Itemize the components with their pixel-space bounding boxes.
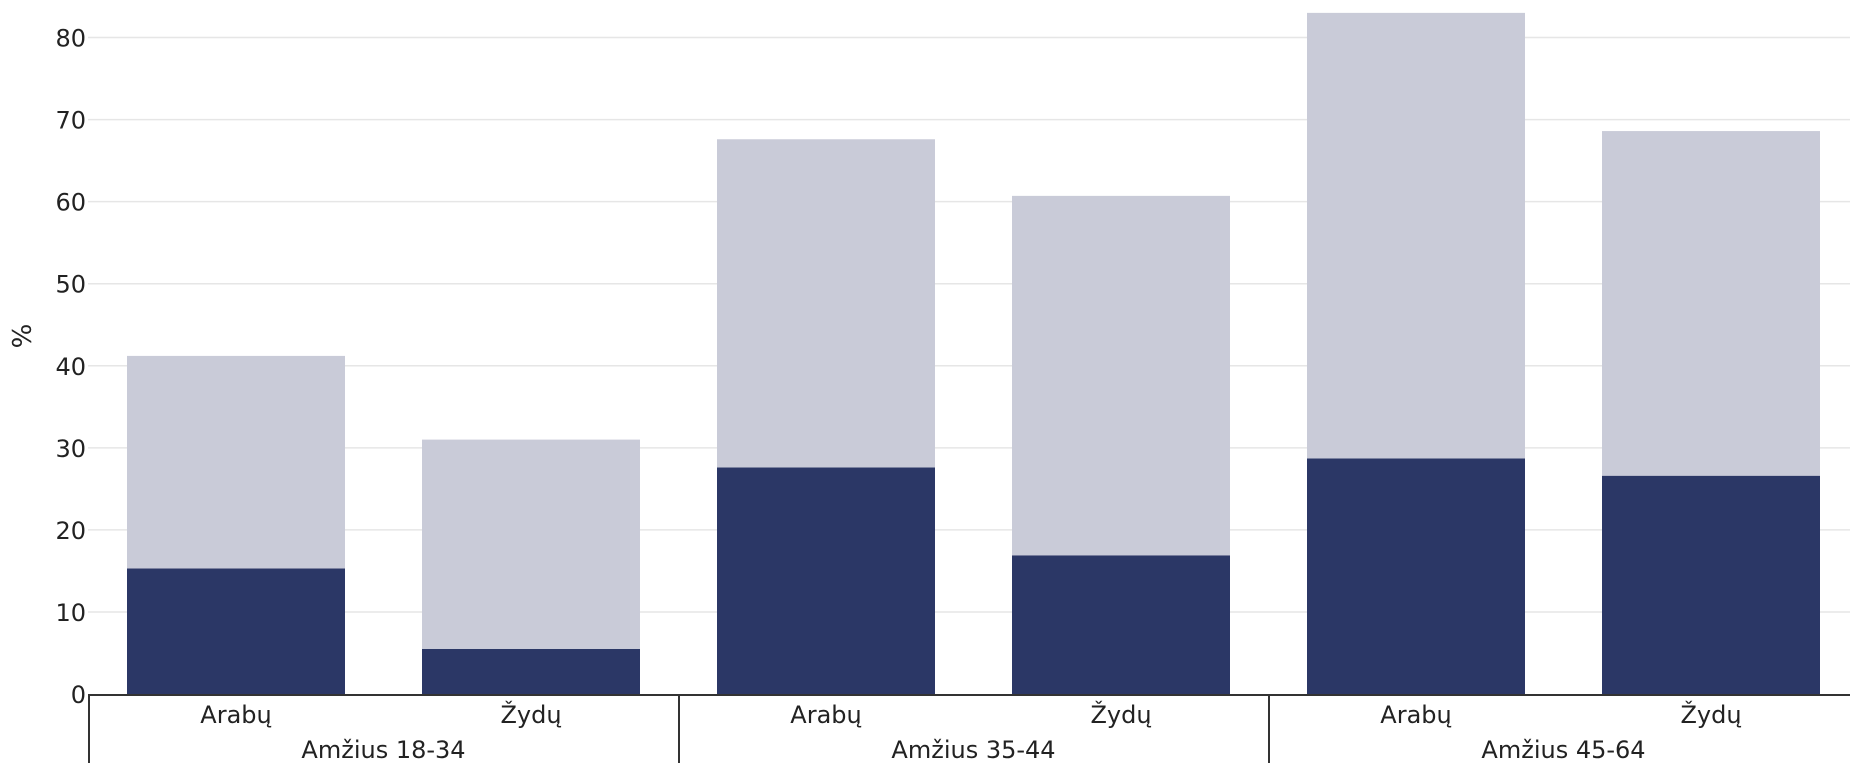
bars	[127, 13, 1820, 696]
gridlines	[88, 38, 1850, 612]
y-axis-title: %	[8, 324, 38, 349]
x-category-label: Arabų	[200, 701, 271, 729]
bar-segment	[717, 139, 935, 467]
x-category-label: Žydų	[1680, 700, 1741, 729]
x-category-label: Arabų	[790, 701, 861, 729]
y-tick-label: 50	[55, 271, 86, 299]
x-group-label: Amžius 45-64	[1481, 736, 1645, 763]
x-category-label: Žydų	[1090, 700, 1151, 729]
y-tick-label: 40	[55, 353, 86, 381]
bar-segment	[127, 568, 345, 696]
bar-segment	[1602, 476, 1820, 696]
bar-segment	[1307, 13, 1525, 459]
x-category-label: Žydų	[500, 700, 561, 729]
bar-segment	[1012, 196, 1230, 555]
x-group-label: Amžius 35-44	[891, 736, 1055, 763]
bar-segment	[1012, 555, 1230, 696]
bar-segment	[1602, 131, 1820, 476]
y-tick-label: 30	[55, 435, 86, 463]
bar-segment	[127, 356, 345, 569]
y-tick-label: 0	[71, 681, 86, 709]
bar-segment	[422, 649, 640, 696]
bar-segment	[1307, 458, 1525, 696]
y-tick-label: 70	[55, 107, 86, 135]
bar-segment	[717, 468, 935, 696]
y-tick-label: 60	[55, 189, 86, 217]
x-group-label: Amžius 18-34	[301, 736, 465, 763]
y-tick-label: 20	[55, 517, 86, 545]
x-category-label: Arabų	[1380, 701, 1451, 729]
bar-segment	[422, 440, 640, 649]
y-tick-label: 10	[55, 599, 86, 627]
y-tick-label: 80	[55, 25, 86, 53]
